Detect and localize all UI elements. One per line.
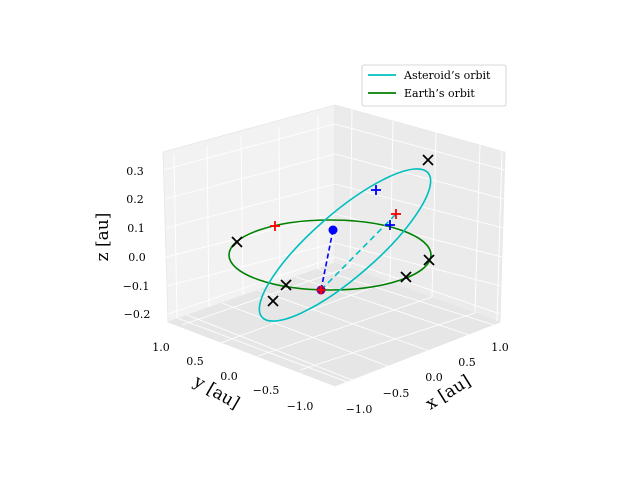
z-tick-label: 0.1	[127, 222, 145, 235]
legend-label-asteroid: Asteroid’s orbit	[403, 69, 491, 82]
orbit-markers	[231, 154, 435, 307]
earth-orbit	[228, 219, 432, 291]
z-tick-label: −0.1	[123, 280, 150, 293]
black-x-marker	[267, 295, 279, 307]
grid-line	[474, 143, 481, 314]
black-x-marker	[423, 254, 435, 266]
asteroid-orbit	[258, 168, 432, 322]
grid-line	[496, 150, 503, 322]
axis-panes	[162, 104, 506, 387]
grid-line	[278, 126, 281, 283]
x-tick-label: −0.5	[383, 387, 410, 400]
grid-line	[240, 136, 244, 296]
grid-line	[173, 153, 178, 319]
floor-pane	[166, 262, 502, 387]
legend: Asteroid’s orbit Earth’s orbit	[361, 64, 507, 107]
blue-plus-marker	[371, 185, 381, 195]
grid-line	[317, 268, 498, 327]
asteroid-dashed-line	[320, 213, 397, 291]
grid-line	[162, 123, 336, 171]
y-tick-label: 0.5	[186, 355, 204, 368]
y-axis-ticks: 1.0 0.5 0.0 −0.5 −1.0	[152, 341, 313, 413]
red-plus-marker	[391, 209, 401, 219]
z-tick-label: −0.2	[124, 308, 151, 321]
grid-line	[389, 120, 394, 282]
grid-line	[186, 314, 353, 381]
y-tick-label: 0.0	[220, 370, 238, 383]
black-x-marker	[422, 154, 434, 166]
z-tick-label: 0.3	[126, 165, 144, 178]
grid-line	[206, 145, 210, 308]
grid-line	[334, 123, 506, 171]
grid-line	[431, 131, 437, 298]
z-tick-label: 0.0	[128, 251, 146, 264]
grid-line	[334, 256, 501, 315]
x-tick-label: 1.0	[491, 341, 509, 354]
blue-plus-marker	[385, 220, 395, 230]
asteroid-position-dot	[328, 225, 338, 235]
blue-dashed-line	[320, 229, 334, 291]
legend-box	[361, 64, 507, 107]
legend-label-earth: Earth’s orbit	[404, 87, 475, 100]
grid-line	[295, 276, 476, 338]
x-tick-label: 0.0	[425, 371, 443, 384]
x-axis-ticks: −1.0 −0.5 0.0 0.5 1.0	[346, 341, 509, 416]
grid-line	[349, 108, 353, 268]
x-tick-label: −1.0	[346, 403, 373, 416]
grid-line	[334, 242, 502, 287]
grid-line	[181, 266, 351, 326]
y-tick-label: −1.0	[287, 400, 314, 413]
red-plus-marker	[317, 286, 325, 294]
z-axis-label: z [au]	[93, 213, 113, 262]
grid-line	[176, 317, 351, 384]
grid-line	[164, 153, 336, 200]
z-axis-ticks: 0.3 0.2 0.1 0.0 −0.1 −0.2	[123, 165, 151, 321]
grid-line	[165, 183, 336, 229]
black-x-marker	[231, 236, 243, 248]
y-tick-label: 1.0	[152, 341, 170, 354]
grid-line	[334, 153, 505, 200]
y-tick-label: −0.5	[253, 384, 280, 397]
red-plus-marker	[270, 221, 280, 231]
grid-line	[167, 256, 336, 315]
grid-line	[221, 302, 391, 368]
grid-line	[257, 296, 433, 357]
z-tick-label: 0.2	[126, 193, 144, 206]
x-tick-label: 0.5	[458, 356, 476, 369]
grid-line	[166, 242, 336, 287]
black-x-marker	[400, 271, 412, 283]
grid-line	[299, 312, 476, 371]
grid-line	[257, 289, 433, 353]
black-x-marker	[280, 279, 292, 291]
